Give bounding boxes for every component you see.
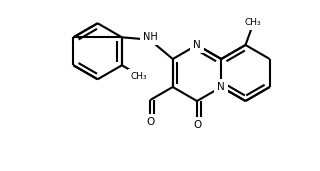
- Text: N: N: [217, 82, 225, 92]
- Text: CH₃: CH₃: [131, 72, 147, 81]
- Text: CH₃: CH₃: [245, 18, 261, 27]
- Text: O: O: [146, 117, 154, 127]
- Text: O: O: [193, 120, 201, 130]
- Text: N: N: [193, 40, 201, 50]
- Text: NH: NH: [143, 32, 158, 42]
